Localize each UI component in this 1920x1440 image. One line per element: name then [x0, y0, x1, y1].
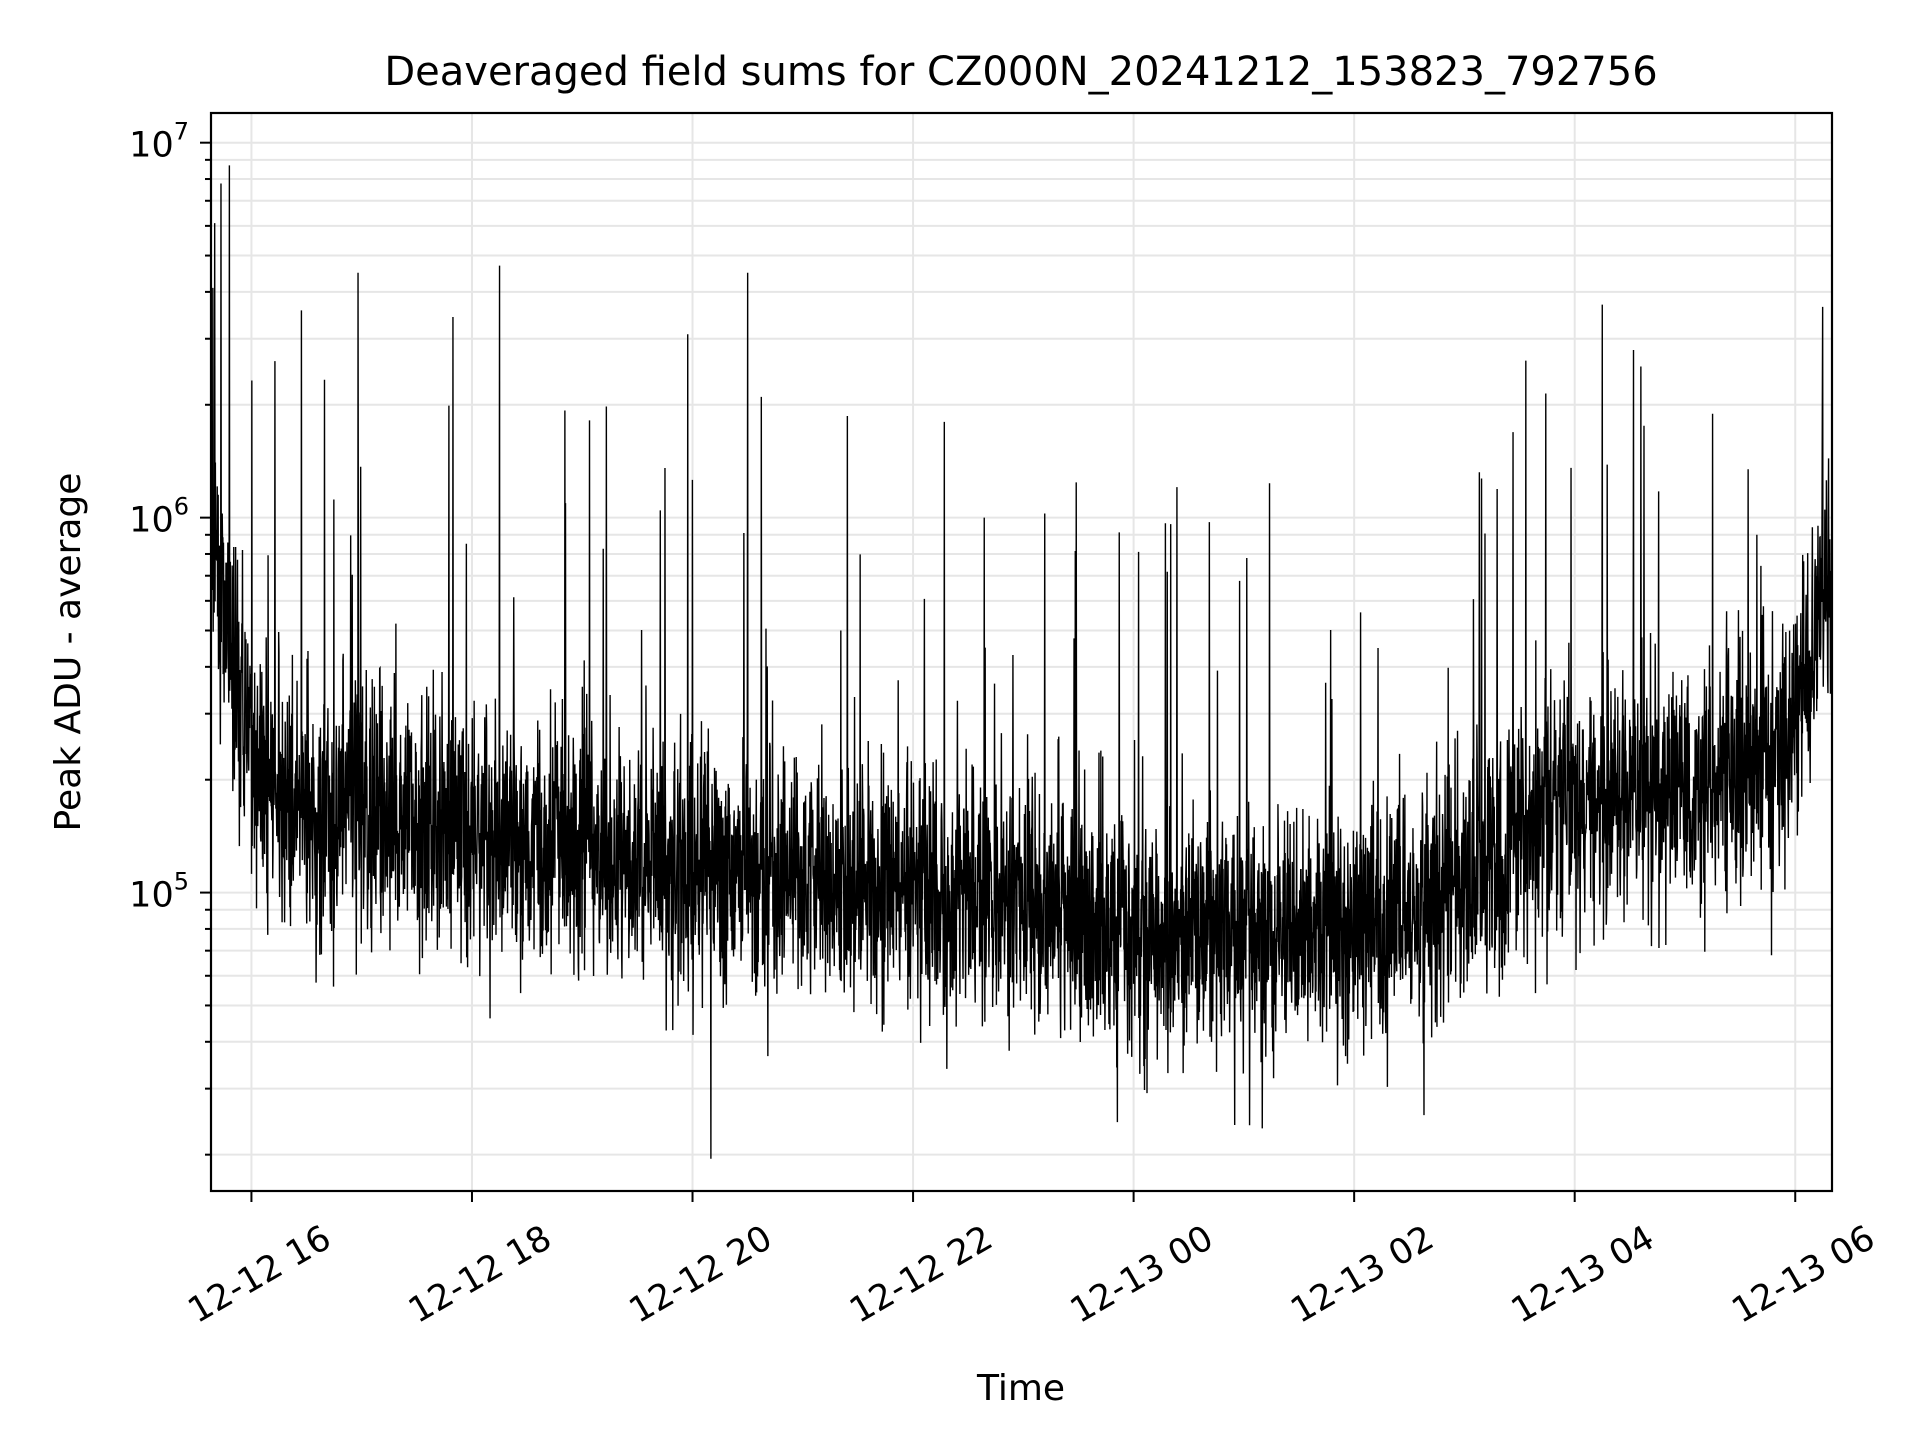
y-tick-exponent: 6: [174, 493, 189, 521]
plot-frame: [209, 111, 1834, 1193]
y-tick-label: 105: [129, 868, 189, 916]
y-tick-label: 107: [129, 118, 189, 166]
chart-title: Deaveraged field sums for CZ000N_2024121…: [384, 49, 1657, 95]
y-tick-base: 10: [129, 876, 174, 916]
y-grid: [211, 141, 1832, 1156]
x-axis-label: Time: [976, 1368, 1065, 1409]
plot-area: [210, 165, 1833, 1159]
y-tick-base: 10: [129, 501, 174, 541]
y-tick-exponent: 5: [174, 868, 189, 896]
y-axis-label: Peak ADU - average: [48, 473, 89, 832]
data-series-line: [210, 165, 1833, 1159]
y-tick-label: 106: [129, 493, 189, 541]
y-tick-base: 10: [129, 126, 174, 166]
y-tick-exponent: 7: [174, 118, 189, 146]
